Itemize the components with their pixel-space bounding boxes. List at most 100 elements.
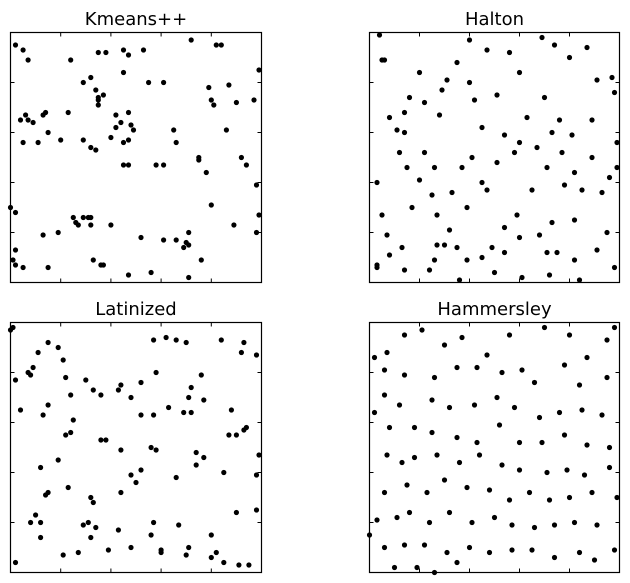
scatter-point [221,469,227,476]
scatter-point [17,117,24,123]
scatter-point [434,452,440,458]
scatter-point [561,362,568,368]
scatter-point [471,97,478,103]
plot-frame [9,321,263,574]
scatter-point [193,462,199,468]
scatter-point [138,234,144,241]
scatter-point [151,337,157,343]
scatter-point [20,139,26,146]
scatter-point [198,257,204,263]
scatter-point [163,334,169,341]
scatter-point [439,87,445,93]
scatter-point [88,144,94,151]
scatter-point [253,352,260,358]
scatter-point [381,367,388,373]
scatter-point [526,489,533,496]
scatter-point [394,127,400,133]
scatter-point [426,267,433,273]
scatter-point [125,109,132,116]
scatter-point [218,337,224,343]
scatter-point [606,174,613,181]
scatter-point [146,79,152,86]
scatter-point [55,344,61,351]
scatter-point [28,372,34,378]
scatter-point [589,489,595,496]
scatter-point [223,127,229,133]
scatter-point [386,424,393,431]
scatter-point [173,474,179,481]
scatter-point [464,484,470,491]
scatter-point [25,117,31,123]
scatter-point [441,477,448,483]
scatter-point [426,519,433,526]
scatter-point [454,244,460,251]
scatter-point [233,99,239,106]
plot-frame [9,31,263,284]
scatter-point [611,264,618,271]
scatter-point [246,562,252,568]
scatter-point [431,569,438,576]
scatter-point [519,367,525,373]
scatter-point [93,147,99,153]
scatter-point [253,507,260,513]
scatter-point [171,127,177,133]
scatter-point [90,387,96,393]
scatter-point [213,549,219,556]
scatter-point [401,267,408,273]
scatter-point [411,424,418,431]
scatter-point [68,392,74,398]
scatter-point [256,452,262,458]
scatter-point [103,437,109,443]
scatter-point [491,269,498,276]
scatter-point [374,517,380,523]
scatter-point [65,484,71,491]
scatter-point [253,472,260,478]
scatter-point [384,452,390,458]
scatter-point [544,249,550,256]
scatter-point [416,177,423,183]
scatter-point [30,119,36,126]
panel-title: Hammersley [437,299,552,320]
scatter-point [471,402,478,408]
scatter-point [33,512,39,518]
scatter-point [486,549,493,556]
scatter-point [128,544,134,551]
scatter-point [551,522,558,528]
scatter-point [441,242,448,248]
scatter-point [366,532,373,538]
scatter-point [499,462,505,468]
scatter-point [589,154,595,161]
scatter-point [75,222,81,228]
scatter-point [75,549,81,556]
scatter-point [98,392,104,398]
scatter-point [516,234,523,241]
scatter-point [88,74,94,81]
scatter-point [125,162,132,168]
scatter-points [7,37,262,281]
scatter-point [584,442,590,448]
scatter-points [374,32,620,283]
scatter-point [100,92,106,98]
scatter-point [571,519,578,526]
scatter-point [221,559,227,566]
scatter-point [85,519,91,526]
scatter-point [45,402,51,408]
scatter-point [501,224,508,231]
axis-ticks [10,322,262,573]
scatter-point [140,47,147,53]
scatter-point [606,444,613,451]
scatter-point [12,377,19,383]
scatter-point [98,437,104,443]
plot-frame [368,31,621,284]
scatter-point [161,162,167,168]
scatter-point [384,349,390,356]
scatter-point [208,202,214,208]
scatter-point [559,149,565,156]
axis-ticks [369,322,620,573]
scatter-point [256,212,262,218]
scatter-point [444,77,450,83]
scatter-point [95,97,101,103]
scatter-point [544,469,550,476]
scatter-point [569,132,575,138]
